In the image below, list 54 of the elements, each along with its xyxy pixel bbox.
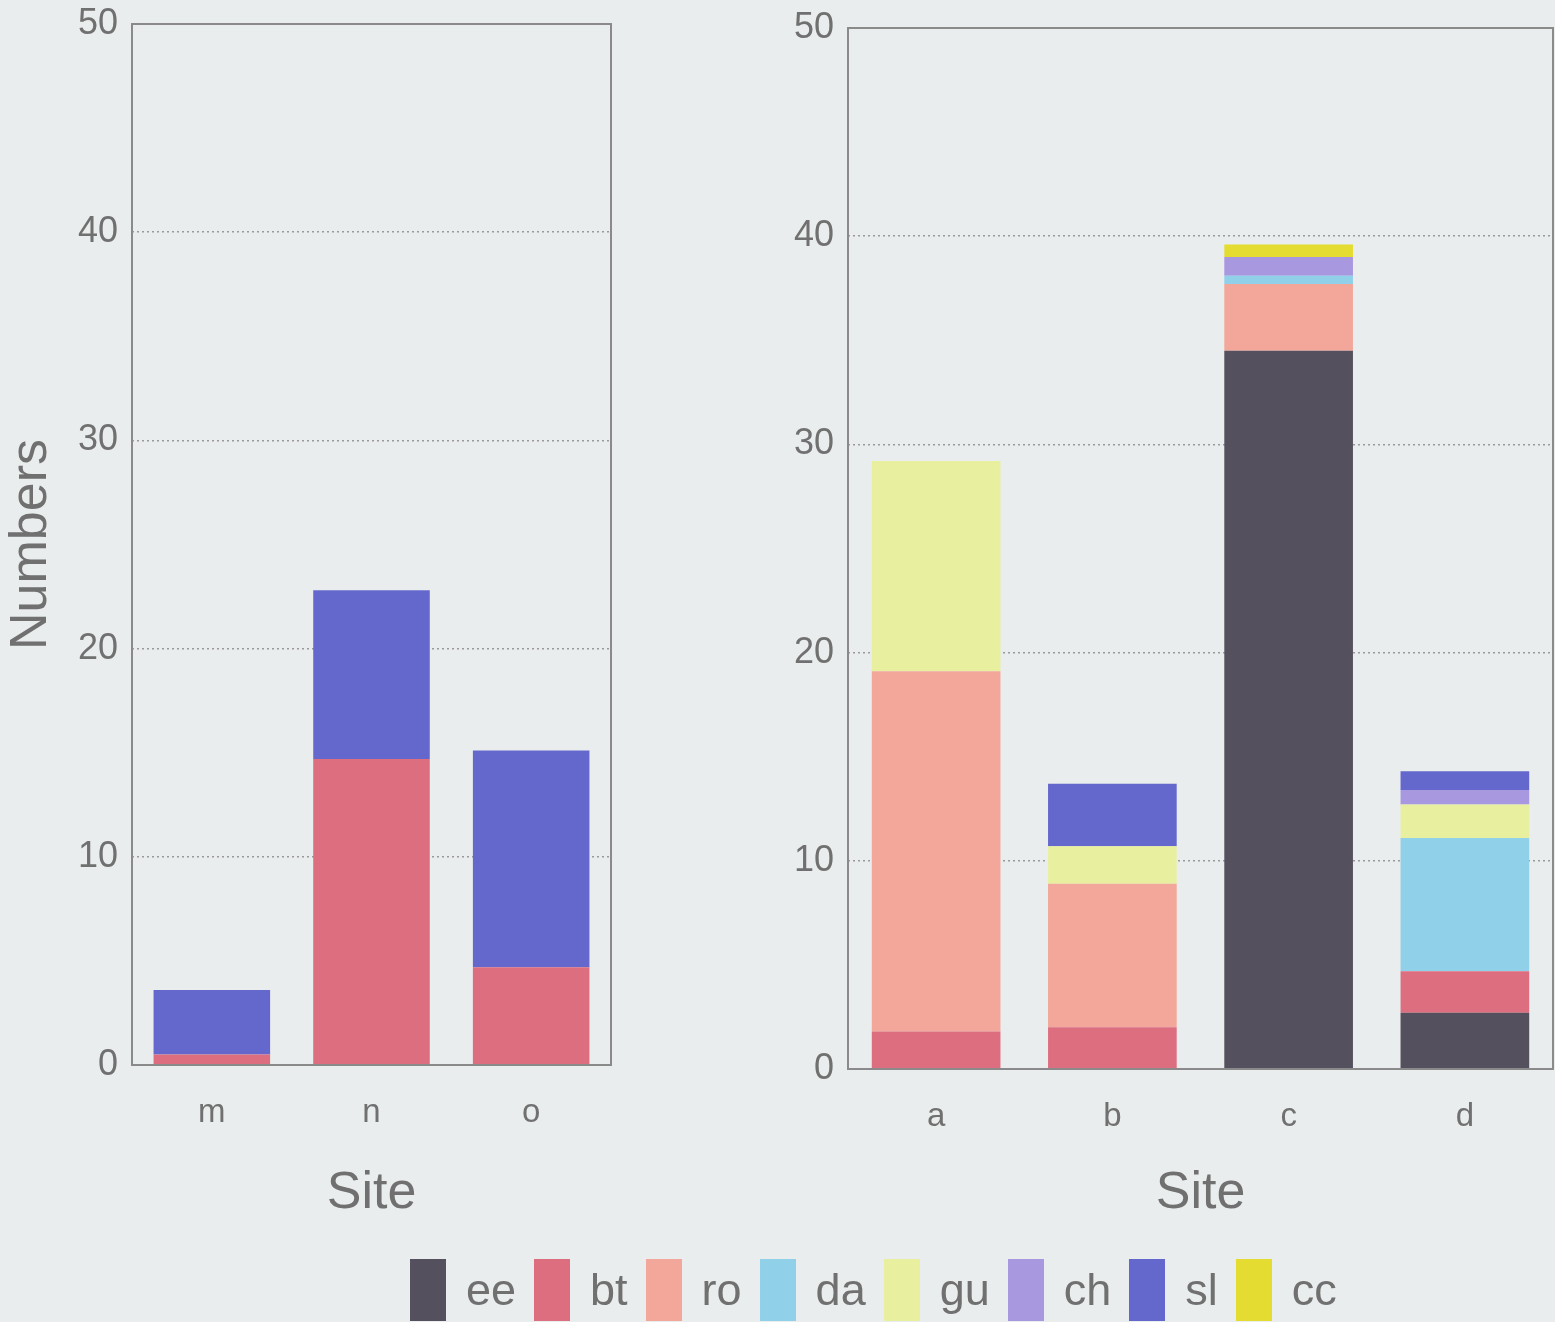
bar <box>1400 1012 1530 1069</box>
x-tick-label: m <box>198 1091 226 1129</box>
bar <box>1224 244 1353 258</box>
y-axis-title: Numbers <box>0 439 57 650</box>
y-tick-label: 20 <box>793 629 834 671</box>
x-axis-title: Site <box>326 1161 417 1220</box>
bar <box>1224 275 1353 285</box>
x-tick-label: b <box>1103 1095 1122 1133</box>
legend-label: bt <box>590 1263 628 1317</box>
y-tick-label: 40 <box>77 209 118 251</box>
y-tick-label: 40 <box>793 213 834 255</box>
bar <box>871 461 1001 672</box>
bar <box>472 750 590 968</box>
bar <box>1400 771 1530 791</box>
bar <box>871 671 1001 1032</box>
y-tick-label: 30 <box>77 417 118 459</box>
bar <box>1224 350 1353 1069</box>
legend-label: ch <box>1063 1263 1112 1317</box>
bar <box>313 590 430 759</box>
bar <box>1048 883 1177 1028</box>
x-tick-label: o <box>521 1091 541 1129</box>
legend-label: cc <box>1291 1263 1337 1317</box>
bar <box>472 967 590 1065</box>
bar <box>153 990 271 1055</box>
bar <box>1048 846 1177 884</box>
y-tick-label: 30 <box>793 421 834 463</box>
y-tick-label: 10 <box>77 833 118 875</box>
x-tick-label: c <box>1280 1095 1297 1133</box>
bar <box>1224 284 1353 351</box>
legend-label: ee <box>466 1263 517 1317</box>
bar <box>1400 790 1530 805</box>
bar <box>1400 804 1530 838</box>
bar <box>1048 1027 1177 1069</box>
y-tick-label: 0 <box>97 1041 118 1083</box>
y-tick-label: 50 <box>77 0 118 42</box>
x-tick-label: n <box>362 1091 381 1129</box>
y-tick-label: 20 <box>77 625 118 667</box>
bar <box>313 758 430 1065</box>
y-tick-label: 50 <box>793 4 834 46</box>
legend-label: gu <box>939 1263 990 1317</box>
legend-label: ro <box>701 1263 742 1317</box>
bar <box>1048 783 1177 847</box>
x-tick-label: d <box>1455 1095 1475 1133</box>
legend-label: da <box>815 1263 866 1317</box>
y-tick-label: 10 <box>793 837 834 879</box>
bar <box>1400 837 1530 972</box>
bar <box>153 1054 271 1065</box>
bar <box>1400 971 1530 1013</box>
bar <box>1224 257 1353 276</box>
legend-label: sl <box>1185 1263 1218 1317</box>
bar <box>871 1031 1001 1069</box>
x-tick-label: a <box>926 1095 946 1133</box>
x-axis-title: Site <box>1155 1161 1246 1220</box>
y-tick-label: 0 <box>813 1045 834 1087</box>
